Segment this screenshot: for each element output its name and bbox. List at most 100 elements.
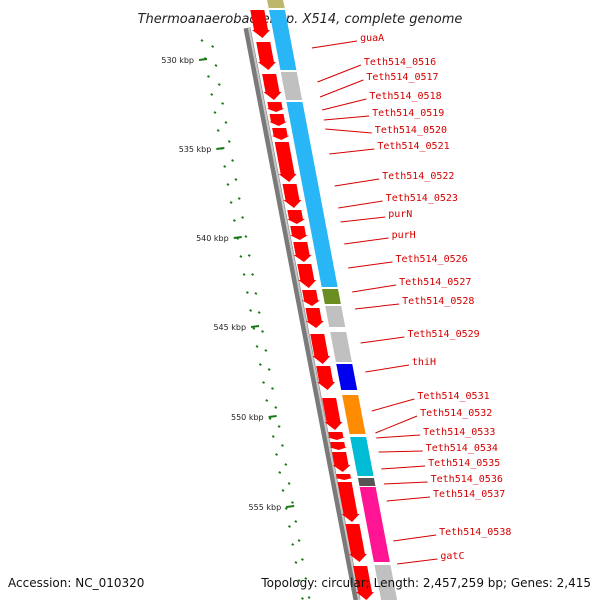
gene-labels: guaA Teth514_0516 Teth514_0517 Teth514_0518… xyxy=(311,33,511,565)
minor-tick xyxy=(239,255,243,258)
gene-label: Teth514_0536 xyxy=(431,474,503,485)
feature-band-orange xyxy=(342,395,366,434)
gene-arrow xyxy=(282,184,302,208)
minor-tick xyxy=(241,216,245,219)
gene-label: Teth514_0529 xyxy=(407,329,479,340)
gene-arrow xyxy=(274,142,297,182)
gene-label: guaA xyxy=(360,33,384,44)
minor-tick xyxy=(281,489,285,492)
gene-label-leader xyxy=(352,284,397,293)
feature-band-pink xyxy=(359,487,390,562)
minor-tick xyxy=(207,75,210,78)
minor-tick xyxy=(214,64,218,67)
gene-arrow xyxy=(289,226,308,240)
minor-tick xyxy=(267,368,271,371)
feature-band-teal xyxy=(350,437,374,476)
gene-arrow xyxy=(286,210,305,224)
gene-label-leader xyxy=(376,434,421,439)
gene-arrow xyxy=(332,452,351,472)
major-tick xyxy=(198,58,208,61)
gene-label-leader xyxy=(334,178,380,187)
gene-label-leader xyxy=(396,558,438,565)
scale-tick-label: 545 kbp xyxy=(213,323,246,332)
scale-tick-label: 540 kbp xyxy=(196,234,229,243)
minor-tick xyxy=(300,558,304,561)
minor-tick xyxy=(226,183,230,186)
gene-label-leader xyxy=(378,450,423,453)
gene-label: Teth514_0519 xyxy=(372,108,444,119)
minor-tick xyxy=(249,309,253,312)
gene-label-leader xyxy=(340,216,386,223)
minor-tick xyxy=(227,140,231,143)
gene-label: Teth514_0522 xyxy=(382,171,454,182)
gene-label: Teth514_0528 xyxy=(402,296,474,307)
gene-label: Teth514_0518 xyxy=(369,91,441,102)
feature-band-olive xyxy=(322,289,341,304)
gene-label: gatC xyxy=(440,551,464,562)
gene-label: Teth514_0534 xyxy=(426,443,498,454)
minor-tick xyxy=(294,520,298,523)
gene-label: Teth514_0521 xyxy=(377,141,449,152)
gene-label: Teth514_0535 xyxy=(428,458,500,469)
scale-ticks: 530 kbp 535 kbp 540 kbp 545 kbp 550 kbp 555 k… xyxy=(161,39,311,600)
gene-label-leader xyxy=(371,398,415,412)
minor-tick xyxy=(262,381,266,384)
gene-label: Teth514_0523 xyxy=(386,193,458,204)
topology-text: Topology: circular; Length: 2,457,259 bp… xyxy=(260,576,591,590)
gene-arrow xyxy=(337,482,360,522)
minor-tick xyxy=(265,399,269,402)
gene-label-leader xyxy=(375,415,418,434)
minor-tick xyxy=(264,349,268,352)
gene-label-leader xyxy=(322,98,367,111)
minor-tick xyxy=(257,311,261,314)
gene-arrow xyxy=(293,242,312,262)
minor-tick xyxy=(268,417,272,420)
gene-arrow xyxy=(305,308,324,328)
minor-tick xyxy=(261,330,264,333)
gene-arrow xyxy=(322,398,343,430)
gene-label-leader xyxy=(329,148,375,155)
gene-label-leader xyxy=(317,64,362,83)
minor-tick xyxy=(251,273,254,276)
gene-label-leader xyxy=(348,261,393,269)
gene-label: Teth514_0526 xyxy=(395,254,467,265)
gene-label: Teth514_0531 xyxy=(417,391,489,402)
gene-label: purN xyxy=(388,209,412,220)
minor-tick xyxy=(284,507,288,510)
minor-tick xyxy=(297,539,301,542)
scale-tick-label: 555 kbp xyxy=(249,503,282,512)
gene-label: Teth514_0520 xyxy=(375,125,447,136)
backbone xyxy=(243,27,361,600)
minor-tick xyxy=(229,201,233,204)
major-tick xyxy=(286,505,295,508)
accession-text: Accession: NC_010320 xyxy=(8,576,144,590)
minor-tick xyxy=(234,178,238,181)
gene-arrow xyxy=(256,42,276,70)
gene-arrow xyxy=(329,442,348,450)
gene-label-leader xyxy=(393,534,437,542)
major-tick xyxy=(216,147,225,150)
scale-tick-label: 530 kbp xyxy=(161,56,194,65)
gene-label-leader xyxy=(344,237,389,245)
gene-arrow xyxy=(271,128,290,140)
gene-label: Teth514_0516 xyxy=(364,57,436,68)
minor-tick xyxy=(252,327,256,330)
gene-label: Teth514_0527 xyxy=(399,277,471,288)
gene-label-leader xyxy=(365,364,409,373)
major-tick xyxy=(233,236,242,239)
gene-arrow xyxy=(327,432,346,440)
minor-tick xyxy=(237,197,241,200)
gene-label-leader xyxy=(311,40,358,49)
feature-band-grey xyxy=(280,72,303,100)
gene-label-leader xyxy=(381,465,426,470)
minor-tick xyxy=(307,596,311,599)
gene-label: Teth514_0538 xyxy=(439,527,511,538)
minor-tick xyxy=(231,159,235,162)
feature-band-grey xyxy=(325,306,346,327)
minor-tick xyxy=(210,93,214,96)
minor-tick xyxy=(287,482,291,485)
major-tick xyxy=(250,325,260,328)
minor-tick xyxy=(278,471,282,474)
